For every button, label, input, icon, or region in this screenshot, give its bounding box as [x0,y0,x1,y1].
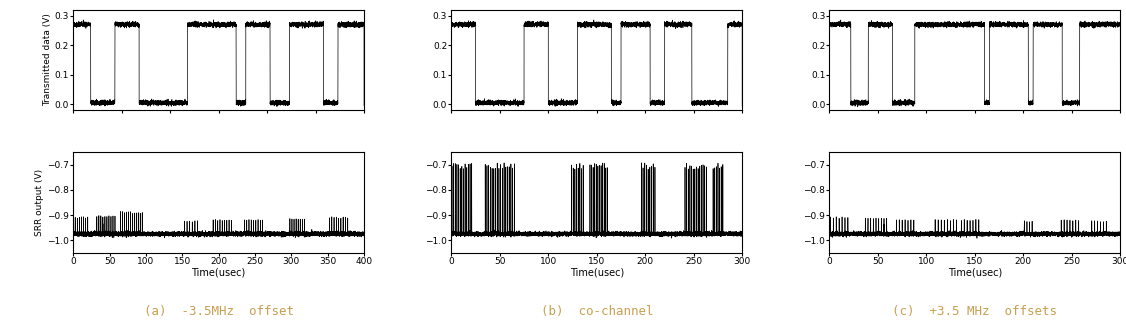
X-axis label: Time(usec): Time(usec) [191,267,245,277]
X-axis label: Time(usec): Time(usec) [948,267,1002,277]
Y-axis label: Transmitted data (V): Transmitted data (V) [43,14,52,106]
Y-axis label: SRR output (V): SRR output (V) [35,169,44,236]
X-axis label: Time(usec): Time(usec) [570,267,624,277]
Text: (b)  co-channel: (b) co-channel [540,305,653,318]
Text: (c)  +3.5 MHz  offsets: (c) +3.5 MHz offsets [893,305,1057,318]
Text: (a)  -3.5MHz  offset: (a) -3.5MHz offset [144,305,294,318]
